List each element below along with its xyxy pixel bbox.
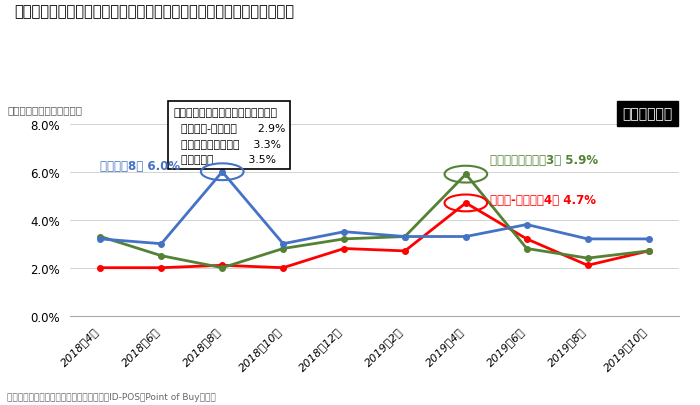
Text: 「揚げ物購入金額の各社平均割合」
  ・セブン-イレブン      2.9%
  ・ファミリーマート    3.3%
  ・ローソン          3.5%: 「揚げ物購入金額の各社平均割合」 ・セブン-イレブン 2.9% ・ファミリーマー… <box>174 107 285 164</box>
Text: ローソン8月 6.0%: ローソン8月 6.0% <box>101 160 181 173</box>
Text: 「揚げ物編」: 「揚げ物編」 <box>623 107 673 122</box>
Text: （レシート購入金額割合）: （レシート購入金額割合） <box>7 105 82 115</box>
Text: ファミリーマート3月 5.9%: ファミリーマート3月 5.9% <box>490 154 598 167</box>
Text: ソフトブレーン・フィールド　マルチプルID-POS「Point of Buy」より: ソフトブレーン・フィールド マルチプルID-POS「Point of Buy」よ… <box>7 392 216 401</box>
Text: セブン-イレブン4月 4.7%: セブン-イレブン4月 4.7% <box>490 194 596 207</box>
Text: 図表５）コンビニエンスストア大手３社　商品カテゴリ別レシート推移: 図表５）コンビニエンスストア大手３社 商品カテゴリ別レシート推移 <box>14 4 294 19</box>
Legend: セブンイレブン, ファミリーマート, ローソン: セブンイレブン, ファミリーマート, ローソン <box>189 403 536 405</box>
